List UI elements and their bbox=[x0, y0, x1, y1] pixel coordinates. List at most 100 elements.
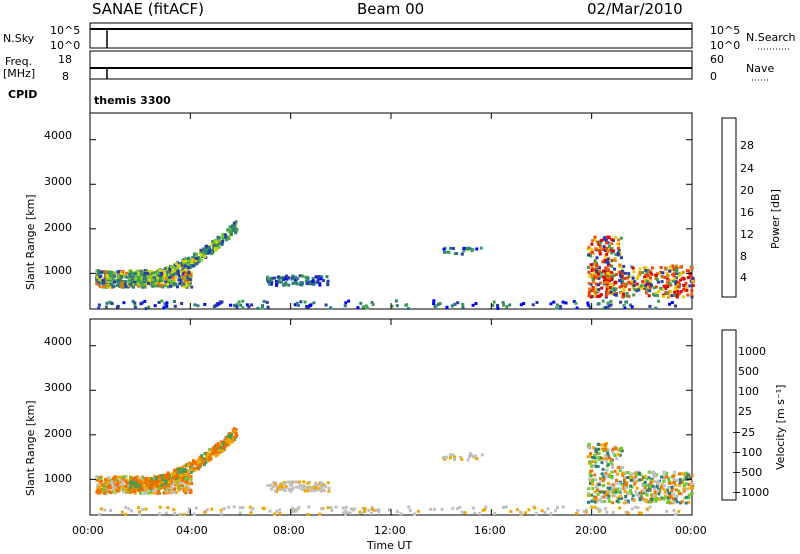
power-cell bbox=[261, 304, 264, 308]
velocity-cell bbox=[232, 430, 236, 434]
power-cell bbox=[614, 281, 618, 284]
velocity-cell bbox=[313, 489, 316, 493]
velocity-cell bbox=[320, 481, 324, 485]
velocity-cell bbox=[166, 475, 170, 478]
velocity-cell bbox=[272, 481, 276, 485]
velocity-cell bbox=[198, 459, 202, 462]
velocity-cell bbox=[342, 511, 345, 515]
velocity-cell bbox=[599, 478, 603, 481]
velocity-cell bbox=[120, 510, 124, 514]
velocity-cell bbox=[591, 487, 595, 490]
power-cell bbox=[603, 276, 607, 280]
velocity-cell bbox=[187, 461, 191, 465]
velocity-cell bbox=[601, 456, 605, 460]
power-cell bbox=[205, 251, 209, 254]
power-cell bbox=[611, 287, 614, 290]
power-cell bbox=[195, 257, 199, 260]
power-cell bbox=[618, 263, 622, 267]
velocity-cell bbox=[605, 473, 609, 477]
power-cell bbox=[621, 295, 625, 299]
velocity-cell bbox=[645, 507, 649, 511]
velocity-cell bbox=[459, 455, 463, 459]
power-ytick-3000: 3000 bbox=[44, 175, 72, 188]
velocity-cell bbox=[219, 512, 223, 516]
velocity-cell bbox=[278, 488, 282, 491]
power-cell bbox=[273, 276, 277, 280]
power-cell bbox=[103, 279, 107, 283]
velocity-cell bbox=[594, 460, 598, 464]
power-cell bbox=[232, 228, 236, 232]
velocity-cell bbox=[617, 490, 621, 494]
velocity-cell bbox=[222, 507, 226, 511]
power-cell bbox=[97, 303, 101, 307]
velocity-cell bbox=[207, 457, 211, 461]
nave-tick-bottom: 0 bbox=[710, 70, 717, 83]
velocity-cell bbox=[217, 444, 220, 448]
velocity-cell bbox=[594, 484, 598, 488]
velocity-cell bbox=[377, 510, 381, 514]
power-cell bbox=[161, 285, 165, 289]
power-cell bbox=[104, 305, 108, 309]
power-cell bbox=[618, 252, 622, 256]
velocity-cell bbox=[330, 508, 334, 512]
velocity-cell bbox=[600, 447, 604, 451]
power-cell bbox=[643, 287, 647, 290]
velocity-cell bbox=[682, 487, 686, 491]
velocity-cell bbox=[597, 456, 601, 460]
velocity-cell bbox=[367, 508, 371, 512]
velocity-cell bbox=[621, 473, 625, 477]
power-cell bbox=[531, 303, 535, 307]
velocity-cell bbox=[363, 507, 367, 510]
power-cell bbox=[125, 271, 128, 275]
power-cell bbox=[617, 248, 621, 252]
velocity-cell bbox=[234, 431, 238, 435]
velocity-cell bbox=[605, 459, 609, 463]
velocity-cell bbox=[312, 486, 316, 490]
velocity-cell bbox=[601, 479, 605, 483]
power-cell bbox=[144, 307, 148, 311]
velocity-cell bbox=[650, 477, 654, 481]
velocity-cell bbox=[157, 474, 161, 478]
velocity-cell bbox=[114, 478, 118, 482]
power-cell bbox=[589, 295, 593, 299]
velocity-cell bbox=[287, 480, 291, 484]
velocity-cell bbox=[184, 485, 188, 489]
velocity-cell bbox=[144, 488, 148, 491]
power-cell bbox=[588, 305, 592, 309]
velocity-cell bbox=[175, 473, 179, 477]
power-cell bbox=[140, 301, 144, 305]
velocity-cell bbox=[622, 478, 626, 482]
power-cell bbox=[141, 285, 144, 289]
velocity-cell bbox=[602, 475, 606, 479]
velocity-cell bbox=[241, 506, 245, 509]
velocity-cell bbox=[112, 476, 116, 480]
velocity-cell bbox=[668, 494, 672, 498]
velocity-cell bbox=[370, 506, 374, 510]
power-cell bbox=[593, 238, 597, 242]
velocity-cell bbox=[183, 470, 187, 473]
power-cell bbox=[116, 283, 119, 287]
velocity-cell bbox=[320, 507, 324, 511]
velocity-cell bbox=[670, 494, 674, 498]
power-cell bbox=[216, 242, 220, 246]
velocity-cell bbox=[120, 483, 124, 486]
velocity-cell bbox=[184, 491, 188, 495]
power-cell bbox=[594, 287, 598, 291]
power-cell bbox=[107, 282, 111, 286]
velocity-cell bbox=[109, 491, 113, 495]
power-cell bbox=[591, 277, 595, 281]
velocity-cell bbox=[96, 488, 100, 492]
power-cell bbox=[189, 273, 193, 277]
velocity-cell bbox=[200, 454, 204, 458]
power-cell bbox=[186, 266, 190, 270]
velocity-cell bbox=[596, 507, 600, 511]
velocity-cell bbox=[588, 473, 592, 477]
velocity-cell bbox=[284, 485, 288, 488]
power-cell bbox=[116, 276, 120, 280]
velocity-cell bbox=[588, 454, 592, 458]
velocity-cell bbox=[683, 496, 687, 500]
power-cell bbox=[122, 285, 126, 289]
velocity-cell bbox=[212, 452, 215, 456]
velocity-cell bbox=[95, 490, 99, 494]
velocity-cell bbox=[604, 507, 608, 511]
